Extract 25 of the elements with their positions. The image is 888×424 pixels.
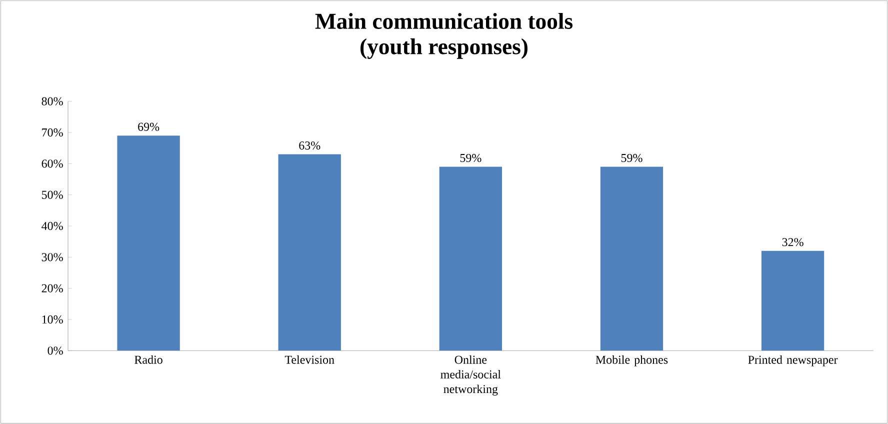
x-tick-label: Online media/social networking: [440, 355, 501, 396]
y-tick-label: 40%: [42, 222, 63, 230]
data-label: 69%: [138, 122, 160, 131]
data-label: 59%: [621, 154, 642, 162]
bar: [278, 154, 341, 351]
bar: [439, 166, 502, 351]
y-tick-label: 60%: [42, 160, 63, 168]
data-label: 32%: [782, 238, 804, 246]
y-tick-label: 80%: [42, 97, 63, 106]
data-label: 63%: [299, 141, 320, 150]
x-tick-label: Radio: [134, 355, 162, 364]
bar: [117, 136, 180, 351]
bar: [600, 166, 664, 351]
x-tick-label: Television: [284, 355, 334, 364]
data-label: 59%: [460, 154, 482, 162]
bar: [761, 250, 824, 351]
x-tick-label: Mobile phones: [596, 355, 668, 366]
y-tick-label: 70%: [42, 128, 63, 137]
y-tick-label: 0%: [48, 346, 63, 355]
y-tick-label: 50%: [42, 190, 63, 199]
chart-title: Main communication tools (youth responses): [315, 13, 572, 59]
y-tick-label: 10%: [42, 315, 63, 324]
y-tick-label: 30%: [42, 253, 63, 262]
y-tick-label: 20%: [42, 284, 63, 292]
x-tick-label: Printed newspaper: [748, 355, 838, 366]
